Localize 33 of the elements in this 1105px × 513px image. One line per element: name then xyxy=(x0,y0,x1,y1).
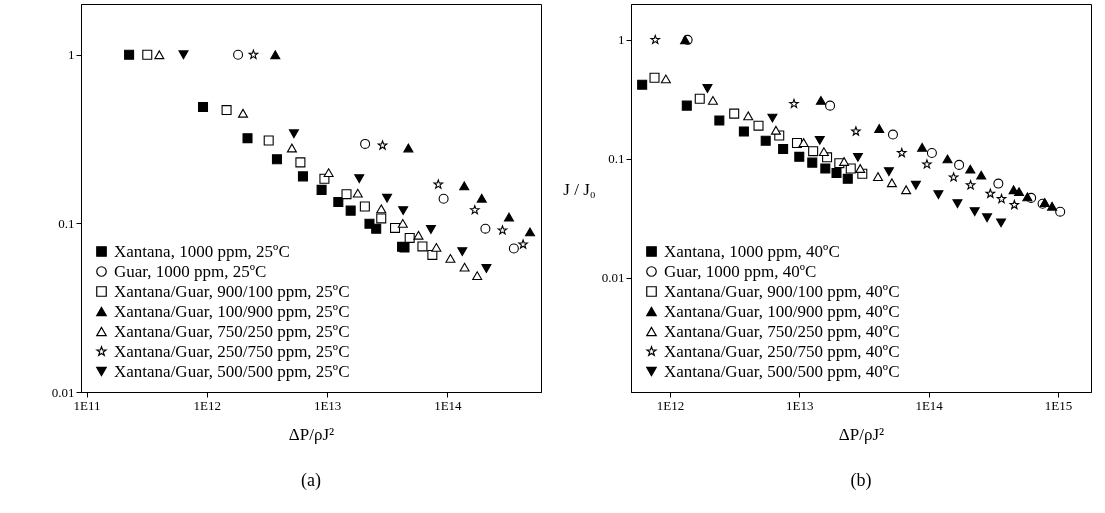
legend-label: Xantana/Guar, 100/900 ppm, 40ºC xyxy=(664,301,900,321)
legend-label: Xantana/Guar, 900/100 ppm, 25ºC xyxy=(114,281,350,301)
legend-label: Xantana/Guar, 750/250 ppm, 40ºC xyxy=(664,321,900,341)
legend-label: Xantana/Guar, 250/750 ppm, 25ºC xyxy=(114,341,350,361)
y-axis-title: J / J₀ xyxy=(563,179,596,199)
x-tick-label: 1E13 xyxy=(786,397,814,413)
x-tick-label: 1E12 xyxy=(193,397,222,413)
legend-label: Xantana/Guar, 250/750 ppm, 40ºC xyxy=(664,341,900,361)
x-tick-label: 1E14 xyxy=(434,397,463,413)
legend-label: Xantana/Guar, 750/250 ppm, 25ºC xyxy=(114,321,350,341)
x-tick-label: 1E15 xyxy=(1044,397,1073,413)
x-tick-label: 1E14 xyxy=(915,397,944,413)
x-tick-label: 1E12 xyxy=(656,397,685,413)
legend-label: Xantana/Guar, 900/100 ppm, 40ºC xyxy=(664,281,900,301)
y-tick-label: 0.1 xyxy=(58,215,75,231)
text: (a) xyxy=(301,470,321,491)
legend-label: Guar, 1000 ppm, 25ºC xyxy=(114,261,267,281)
y-tick-label: 0.01 xyxy=(51,384,75,400)
y-tick-label: 1 xyxy=(68,47,75,63)
legend-label: Xantana, 1000 ppm, 40ºC xyxy=(664,241,840,261)
legend-label: Guar, 1000 ppm, 40ºC xyxy=(664,261,817,281)
x-tick-label: 1E11 xyxy=(73,397,101,413)
legend-label: Xantana, 1000 ppm, 25ºC xyxy=(114,241,290,261)
x-tick-label: 1E13 xyxy=(313,397,342,413)
x-axis-title: ΔP/ρJ² xyxy=(288,424,335,444)
y-tick-label: 0.01 xyxy=(601,270,625,286)
legend-label: Xantana/Guar, 100/900 ppm, 25ºC xyxy=(114,301,350,321)
legend-label: Xantana/Guar, 500/500 ppm, 25ºC xyxy=(114,361,350,381)
y-tick-label: 1 xyxy=(618,32,625,48)
y-tick-label: 0.1 xyxy=(608,151,625,167)
text: (b) xyxy=(850,470,872,491)
legend-label: Xantana/Guar, 500/500 ppm, 40ºC xyxy=(664,361,900,381)
x-axis-title: ΔP/ρJ² xyxy=(838,424,885,444)
